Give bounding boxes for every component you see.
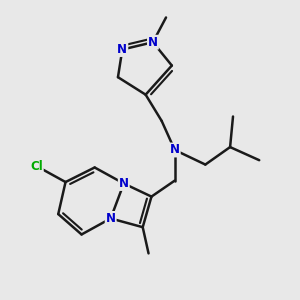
Text: N: N xyxy=(106,212,116,225)
Text: N: N xyxy=(170,143,180,157)
Text: N: N xyxy=(119,177,129,190)
Text: Cl: Cl xyxy=(30,160,43,172)
Text: N: N xyxy=(148,36,158,49)
Text: N: N xyxy=(117,43,127,56)
